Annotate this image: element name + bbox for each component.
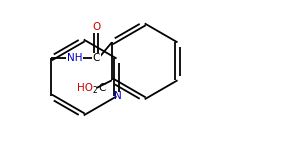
Text: C: C — [93, 54, 100, 63]
Text: 2: 2 — [93, 86, 98, 95]
Text: HO: HO — [77, 83, 93, 93]
Text: C: C — [98, 83, 106, 93]
Text: NH: NH — [67, 54, 82, 63]
Text: O: O — [92, 22, 100, 32]
Text: N: N — [113, 91, 121, 101]
